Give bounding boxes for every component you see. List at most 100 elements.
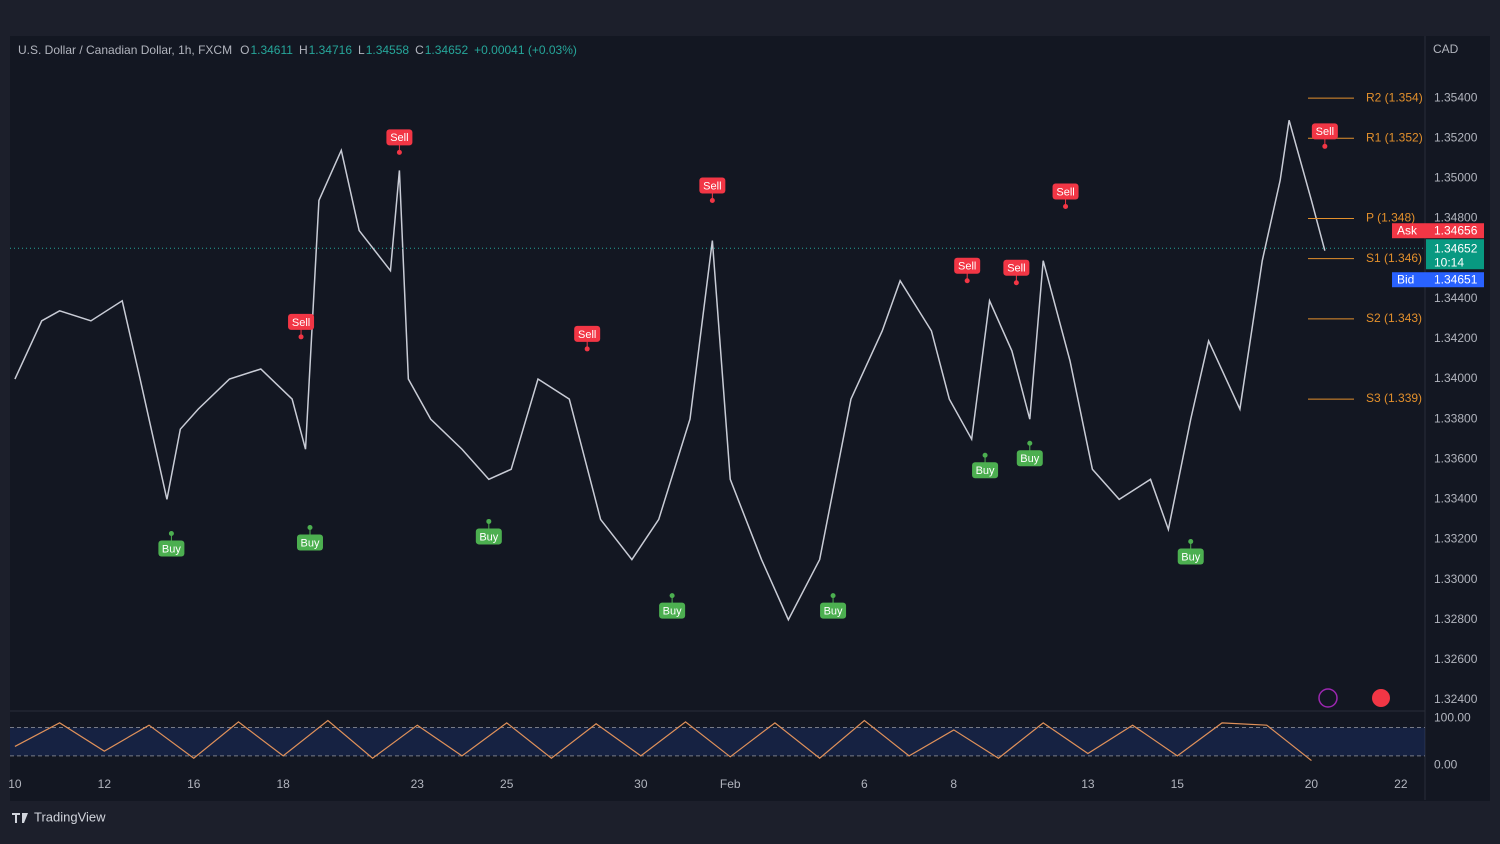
y-tick-label: 1.34200	[1434, 331, 1478, 345]
signal-tag	[954, 257, 981, 274]
x-tick-label: 8	[950, 777, 957, 791]
last-box	[1426, 239, 1484, 270]
change: +0.00041 (+0.03%)	[474, 43, 577, 57]
pivot-label: R2 (1.354)	[1366, 90, 1423, 104]
signal-label: Buy	[976, 465, 995, 477]
signal: Buy	[659, 593, 686, 619]
signal-tip	[307, 524, 313, 530]
bid-box	[1392, 272, 1484, 288]
signal: Sell	[386, 129, 413, 155]
alert-icon[interactable]	[1318, 688, 1338, 708]
signal-tag	[158, 540, 185, 557]
ohlc-key: L	[358, 43, 365, 57]
x-tick-label: 18	[276, 777, 290, 791]
x-tick-label: 6	[861, 777, 868, 791]
signal: Sell	[699, 177, 726, 203]
signal: Sell	[574, 325, 601, 352]
signal-tip	[1322, 143, 1328, 149]
signal: Buy	[158, 530, 185, 557]
osc-line	[14, 719, 1312, 762]
ohlc-key: H	[299, 43, 308, 57]
signal: Buy	[972, 452, 999, 479]
x-tick-label: 15	[1171, 777, 1185, 791]
y-tick-label: 1.33200	[1434, 532, 1478, 546]
bid-price: 1.34651	[1434, 272, 1478, 286]
signal-tip	[1013, 280, 1019, 286]
signal-label: Buy	[1181, 551, 1200, 563]
signal-tag	[1052, 183, 1079, 200]
y-tick-label: 1.35400	[1434, 90, 1478, 104]
signal-tip	[830, 593, 836, 599]
ohlc-value: 1.34558	[366, 43, 410, 57]
signal-label: Buy	[479, 531, 498, 543]
pivot-label: R1 (1.352)	[1366, 130, 1423, 144]
signal-label: Sell	[1007, 263, 1025, 275]
y-tick-label: 1.33600	[1434, 451, 1478, 465]
signal: Sell	[1052, 183, 1079, 210]
signal-tip	[1188, 538, 1194, 544]
signal-tag	[820, 602, 847, 619]
y-tick-label: 1.32400	[1434, 692, 1478, 706]
signal-tag	[1016, 450, 1043, 467]
signal-tip	[982, 452, 988, 458]
x-tick-label: 10	[8, 777, 22, 791]
y-tick-label: 1.32800	[1434, 612, 1478, 626]
signal: Buy	[1016, 440, 1043, 467]
bid-label: Bid	[1397, 272, 1414, 286]
x-tick-label: 13	[1081, 777, 1095, 791]
signal-label: Sell	[292, 317, 310, 329]
signal-tag	[386, 129, 413, 146]
y-tick-label: 1.35200	[1434, 130, 1478, 144]
signal-label: Sell	[578, 329, 596, 341]
signal-tag	[1177, 548, 1204, 565]
signal-label: Buy	[162, 543, 181, 555]
signal-tag	[1003, 259, 1030, 276]
signal-tip	[1063, 204, 1069, 210]
signal: Buy	[296, 524, 323, 551]
y-tick-label: 1.33400	[1434, 492, 1478, 506]
signal-tag	[288, 313, 315, 330]
brand: TradingView	[34, 809, 106, 824]
signal-label: Sell	[1316, 126, 1334, 138]
signal: Sell	[1003, 259, 1030, 286]
x-tick-label: 30	[634, 777, 648, 791]
signal-label: Sell	[958, 261, 976, 273]
signal-tag	[296, 534, 323, 551]
ask-label: Ask	[1397, 223, 1418, 237]
pivot-label: S3 (1.339)	[1366, 391, 1422, 405]
brand-logo	[12, 813, 28, 823]
x-tick-label: 25	[500, 777, 514, 791]
signal-tip	[396, 149, 402, 155]
x-tick-label: 12	[98, 777, 112, 791]
currency: CAD	[1433, 42, 1459, 56]
signal-tag	[659, 602, 686, 619]
signal-tip	[168, 530, 174, 536]
pivot-label: P (1.348)	[1366, 211, 1415, 225]
y-tick-label: 1.32600	[1434, 652, 1478, 666]
signal-tag	[574, 325, 601, 342]
signal-tip	[486, 518, 492, 524]
signal-label: Buy	[301, 537, 320, 549]
signal-label: Buy	[824, 606, 843, 618]
y-tick-label: 1.33800	[1434, 411, 1478, 425]
chart-pane	[10, 36, 1490, 801]
signal-tip	[669, 593, 675, 599]
x-tick-label: 23	[411, 777, 425, 791]
y-tick-label: 1.35000	[1434, 171, 1478, 185]
signal-tip	[1027, 440, 1033, 446]
ohlc-value: 1.34716	[309, 43, 353, 57]
signal: Sell	[954, 257, 981, 284]
signal: Buy	[820, 593, 847, 619]
signal-tip	[298, 334, 304, 340]
flag-icon[interactable]	[1372, 689, 1390, 707]
osc-tick-label: 100.00	[1434, 710, 1471, 724]
signal: Buy	[475, 518, 502, 545]
signal-tip	[709, 197, 715, 203]
osc-band	[10, 727, 1425, 756]
ohlc-value: 1.34611	[250, 43, 293, 57]
signal-label: Buy	[1020, 453, 1039, 465]
pivot-label: S1 (1.346)	[1366, 251, 1422, 265]
ohlc-key: O	[240, 43, 249, 57]
